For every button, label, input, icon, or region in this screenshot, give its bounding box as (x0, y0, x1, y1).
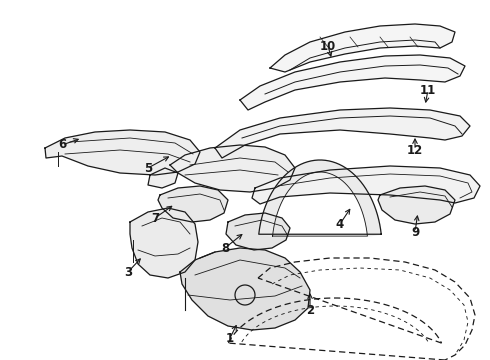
Text: 9: 9 (411, 225, 419, 238)
Polygon shape (259, 160, 381, 236)
Text: 6: 6 (58, 139, 66, 152)
Polygon shape (45, 130, 200, 175)
Text: 7: 7 (151, 211, 159, 225)
Polygon shape (226, 213, 290, 250)
Text: 11: 11 (420, 84, 436, 96)
Polygon shape (180, 248, 310, 330)
Polygon shape (215, 108, 470, 158)
Polygon shape (158, 186, 228, 222)
Text: 4: 4 (336, 217, 344, 230)
Polygon shape (240, 55, 465, 110)
Polygon shape (270, 24, 455, 72)
Text: 1: 1 (226, 332, 234, 345)
Polygon shape (252, 166, 480, 204)
Polygon shape (130, 208, 198, 278)
Text: 2: 2 (306, 303, 314, 316)
Text: 5: 5 (144, 162, 152, 175)
Text: 8: 8 (221, 242, 229, 255)
Polygon shape (148, 168, 178, 188)
Polygon shape (378, 186, 455, 224)
Text: 10: 10 (320, 40, 336, 53)
Polygon shape (170, 145, 295, 192)
Text: 3: 3 (124, 266, 132, 279)
Text: 12: 12 (407, 144, 423, 157)
